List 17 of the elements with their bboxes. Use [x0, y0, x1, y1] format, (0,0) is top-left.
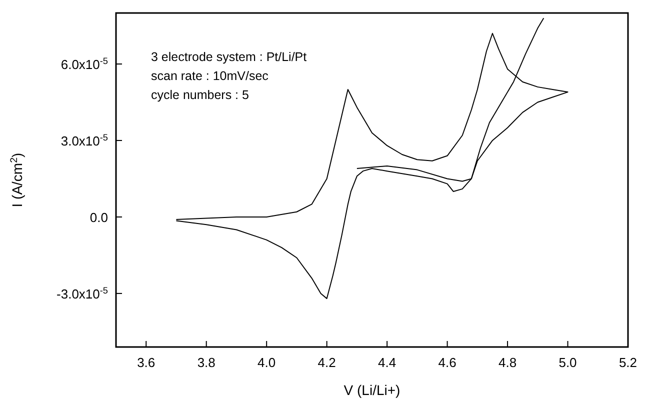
- x-tick-label: 5.0: [558, 355, 577, 370]
- y-tick-label: 0.0: [90, 210, 108, 225]
- y-tick-label: 3.0x10$^{-5}$: [60, 132, 108, 148]
- x-tick-label: 4.0: [258, 355, 276, 370]
- annotation: cycle numbers : 5: [151, 88, 250, 102]
- x-tick-label: 4.8: [498, 355, 517, 370]
- y-tick-label: -3.0x10$^{-5}$: [56, 285, 108, 302]
- x-tick-label: 3.6: [137, 355, 156, 370]
- y-tick-label: 6.0x10$^{-5}$: [60, 56, 108, 72]
- x-tick-label: 3.8: [197, 355, 216, 370]
- annotation: scan rate : 10mV/sec: [151, 69, 268, 83]
- x-axis-title: V (Li/Li+): [344, 382, 400, 398]
- x-tick-label: 4.6: [438, 355, 456, 370]
- x-tick-label: 4.2: [318, 355, 336, 370]
- annotation: 3 electrode system : Pt/Li/Pt: [151, 50, 308, 64]
- x-tick-label: 4.4: [378, 355, 396, 370]
- x-tick-label: 5.2: [618, 355, 638, 370]
